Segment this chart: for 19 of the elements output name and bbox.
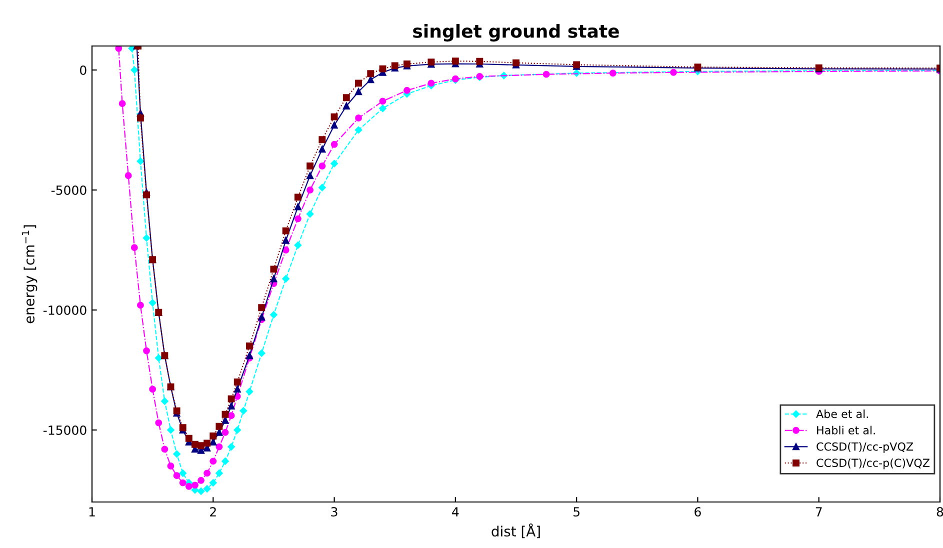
legend-label: Habli et al. — [817, 426, 875, 434]
legend-label: CCSD(T)/cc-pVQZ — [816, 442, 914, 453]
y-tick-label: -5000 — [51, 185, 86, 195]
x-tick-label: 3 — [331, 507, 338, 517]
chart-title: singlet ground state — [413, 24, 619, 42]
x-tick-label: 7 — [816, 507, 822, 516]
y-tick-label: -15000 — [43, 425, 86, 435]
x-tick-label: 8 — [936, 507, 943, 517]
x-tick-label: 2 — [210, 507, 216, 516]
y-tick-label: -10000 — [43, 305, 86, 315]
x-tick-label: 6 — [694, 507, 701, 517]
legend-label: Abe et al. — [816, 410, 868, 418]
x-tick-label: 1 — [89, 507, 95, 516]
x-axis-title: dist [Å] — [492, 523, 540, 538]
x-tick-label: 5 — [574, 507, 580, 517]
x-tick-label: 4 — [452, 507, 459, 516]
legend-label: CCSD(T)/cc-p(C)VQZ — [816, 458, 930, 470]
y-tick-label: 0 — [80, 65, 86, 75]
y-axis-title: energy [cm$^{−1}$] — [22, 225, 38, 324]
